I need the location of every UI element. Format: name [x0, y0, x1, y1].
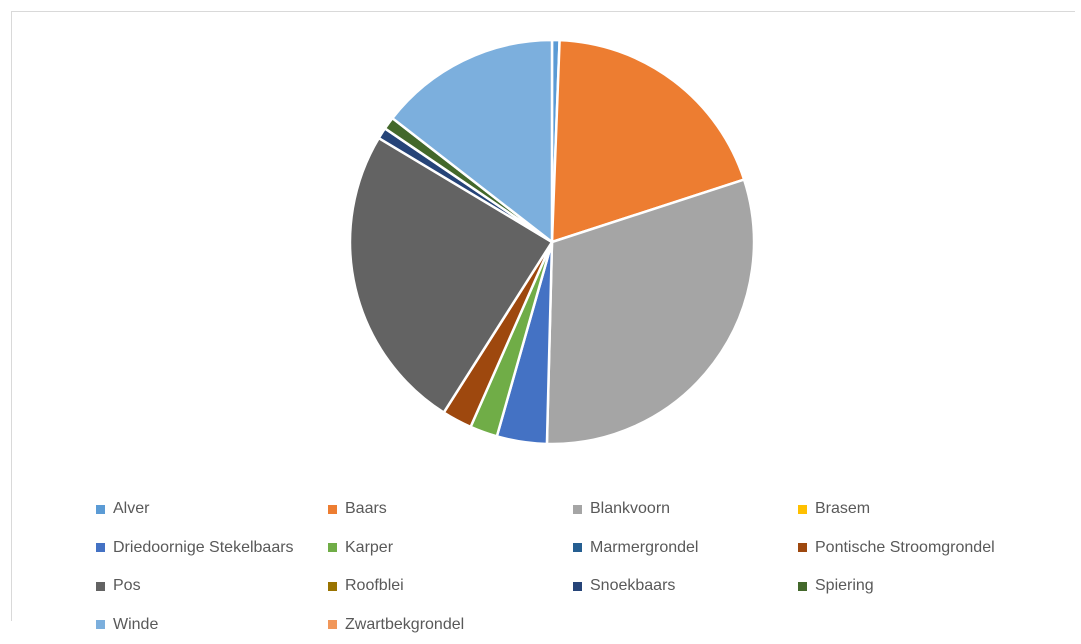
- legend-label: Baars: [345, 500, 387, 518]
- legend-label: Zwartbekgrondel: [345, 616, 464, 634]
- legend-item-driedoornige-stekelbaars: Driedoornige Stekelbaars: [96, 529, 328, 568]
- legend-label: Karper: [345, 539, 393, 557]
- legend-item-marmergrondel: Marmergrondel: [573, 529, 798, 568]
- legend-label: Marmergrondel: [590, 539, 698, 557]
- legend-label: Roofblei: [345, 577, 404, 595]
- legend: Alver Baars Blankvoorn Brasem Driedoornige S…: [96, 490, 1076, 644]
- legend-swatch: [96, 543, 105, 552]
- legend-swatch: [573, 505, 582, 514]
- legend-label: Snoekbaars: [590, 577, 675, 595]
- legend-item-pos: Pos: [96, 567, 328, 606]
- legend-item-zwartbekgrondel: Zwartbekgrondel: [328, 606, 573, 644]
- legend-item-spiering: Spiering: [798, 567, 1068, 606]
- legend-label: Brasem: [815, 500, 870, 518]
- legend-item-brasem: Brasem: [798, 490, 1068, 529]
- legend-swatch: [96, 505, 105, 514]
- legend-swatch: [328, 543, 337, 552]
- legend-item-winde: Winde: [96, 606, 328, 644]
- legend-item-karper: Karper: [328, 529, 573, 568]
- legend-label: Driedoornige Stekelbaars: [113, 539, 294, 557]
- legend-item-pontische-stroomgrondel: Pontische Stroomgrondel: [798, 529, 1068, 568]
- legend-item-blankvoorn: Blankvoorn: [573, 490, 798, 529]
- chart-area: Alver Baars Blankvoorn Brasem Driedoornige S…: [11, 11, 1075, 621]
- legend-swatch: [96, 582, 105, 591]
- legend-swatch: [798, 505, 807, 514]
- legend-swatch: [328, 582, 337, 591]
- legend-label: Pos: [113, 577, 141, 595]
- legend-item-baars: Baars: [328, 490, 573, 529]
- legend-label: Winde: [113, 616, 158, 634]
- legend-item-snoekbaars: Snoekbaars: [573, 567, 798, 606]
- legend-label: Spiering: [815, 577, 874, 595]
- legend-swatch: [798, 582, 807, 591]
- legend-swatch: [798, 543, 807, 552]
- legend-swatch: [573, 582, 582, 591]
- legend-label: Alver: [113, 500, 149, 518]
- legend-item-alver: Alver: [96, 490, 328, 529]
- legend-label: Pontische Stroomgrondel: [815, 539, 995, 557]
- legend-label: Blankvoorn: [590, 500, 670, 518]
- legend-swatch: [573, 543, 582, 552]
- legend-item-roofblei: Roofblei: [328, 567, 573, 606]
- legend-swatch: [328, 505, 337, 514]
